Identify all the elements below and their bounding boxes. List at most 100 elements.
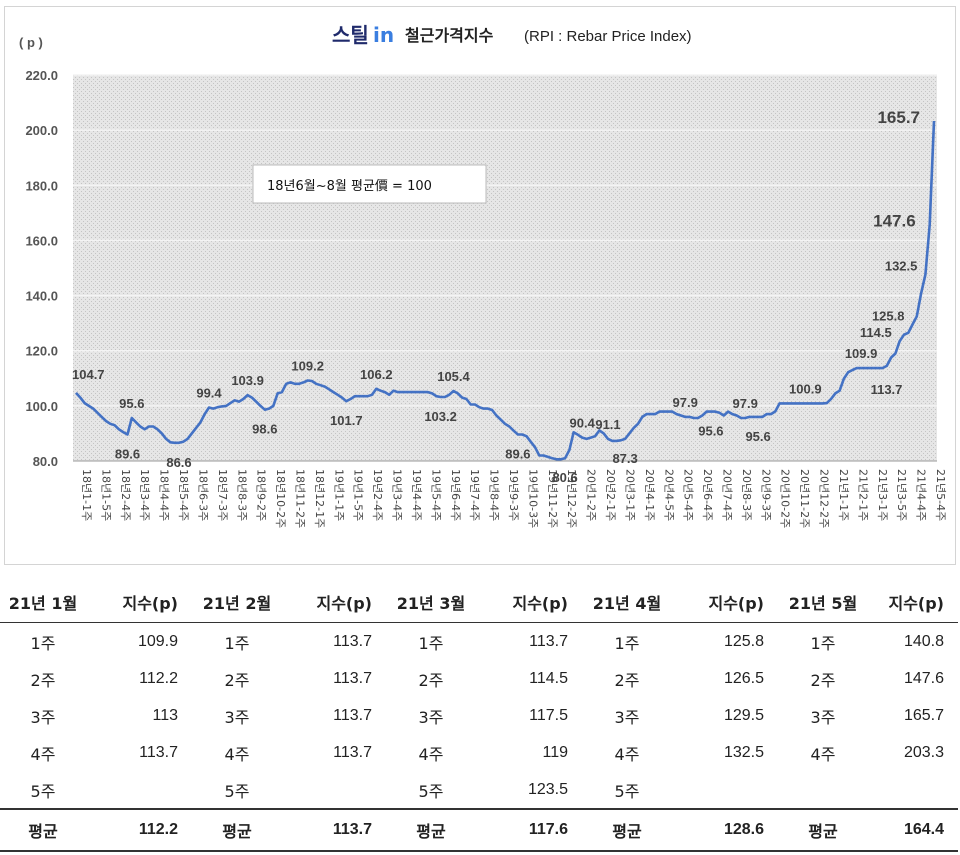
week-cell: 4주 [418,744,444,764]
brand-logo-in: in [373,23,394,47]
x-tick-label: 18년1-1주 [80,469,93,521]
x-tick-label: 19년7-4주 [468,469,481,521]
week-cell: 1주 [614,633,640,653]
y-tick-label: 80.0 [33,454,58,469]
average-label: 평균 [582,808,672,852]
index-cell [282,771,386,809]
index-cell [86,771,192,809]
week-cell: 1주 [418,633,444,653]
week-cell: 5주 [614,781,640,801]
data-label: 90.4 [570,416,596,431]
x-tick-label: 21년3-1주 [876,469,889,521]
data-label: 80.6 [552,470,577,485]
x-tick-label: 18년3-4주 [138,469,151,521]
data-label: 109.2 [291,359,324,374]
average-value: 128.6 [672,808,778,852]
x-tick-label: 19년11-2주 [546,469,559,528]
average-label: 평균 [192,808,282,852]
x-tick-label: 21년3-5주 [895,469,908,521]
week-cell: 2주 [224,670,250,690]
brand-logo-seu: 스틸 [332,23,369,47]
x-tick-label: 21년1-1주 [837,469,850,521]
data-label: 98.6 [252,422,277,437]
week-cell: 5주 [418,781,444,801]
x-tick-label: 18년9-2주 [255,469,268,521]
gridlines [73,74,937,462]
average-value: 113.7 [282,808,386,852]
month-header: 21년 1월 [0,582,86,623]
x-tick-label: 20년11-2주 [798,469,811,528]
data-label: 165.7 [877,108,920,127]
week-cell: 2주 [418,670,444,690]
week-cell: 1주 [30,633,56,653]
x-tick-label: 20년4-5주 [662,469,675,521]
week-cell: 3주 [614,707,640,727]
x-axis-ticks: 18년1-1주 18년1-5주 18년2-4주 18년3-4주 18년4-4주 18년5-… [80,469,947,528]
x-tick-label: 18년12-1주 [313,469,326,528]
table-row: 3주 113 3주 113.7 3주 117.5 3주 129.5 3주 165.7 [0,697,958,734]
week-cell: 1주 [810,633,836,653]
table-header-row: 21년 1월 지수(p) 21년 2월 지수(p) 21년 3월 지수(p) 21년 4월 지… [0,582,958,623]
index-header: 지수(p) [868,582,958,623]
x-tick-label: 20년12-2주 [818,469,831,528]
index-cell: 129.5 [723,706,764,724]
x-tick-label: 18년7-3주 [216,469,229,521]
average-label: 평균 [386,808,476,852]
note-box [252,164,487,204]
index-cell: 113.7 [333,669,372,687]
series-line [75,120,936,461]
average-row: 평균 112.2 평균 113.7 평균 117.6 평균 128.6 평균 164.4 [0,808,958,852]
x-tick-label: 20년4-1주 [643,469,656,521]
data-label: 86.6 [166,455,191,470]
table-row: 2주 112.2 2주 113.7 2주 114.5 2주 126.5 2주 147.6 [0,660,958,697]
week-cell: 4주 [614,744,640,764]
x-tick-label: 19년8-4주 [488,469,501,521]
month-header: 21년 2월 [192,582,282,623]
data-label: 89.6 [505,447,530,462]
x-tick-label: 18년10-2주 [274,469,287,528]
data-label: 97.9 [733,396,758,411]
note-text: 18년6월~8월 평균價 = 100 [267,179,432,194]
x-tick-label: 19년3-4주 [391,469,404,521]
x-tick-label: 20년3-1주 [623,469,636,521]
x-tick-label: 19년4-4주 [410,469,423,521]
x-tick-label: 21년4-4주 [915,469,928,521]
index-cell: 113.7 [529,632,568,650]
x-tick-label: 18년6-3주 [196,469,209,521]
y-tick-label: 140.0 [25,289,58,304]
data-label: 95.6 [745,429,770,444]
data-label: 147.6 [873,212,916,231]
x-tick-label: 20년2-1주 [604,469,617,521]
index-cell: 165.7 [903,706,944,724]
index-cell: 112.2 [139,669,178,687]
x-tick-label: 18년8-3주 [235,469,248,521]
week-cell: 4주 [810,744,836,764]
monthly-index-table: 21년 1월 지수(p) 21년 2월 지수(p) 21년 3월 지수(p) 21년 4월 지… [0,582,960,852]
y-tick-label: 120.0 [25,344,58,359]
average-value: 164.4 [868,808,958,852]
average-label: 평균 [778,808,868,852]
index-cell: 126.5 [723,669,764,687]
x-tick-label: 20년10-2주 [779,469,792,528]
week-cell: 3주 [30,707,56,727]
data-label: 105.4 [437,369,470,384]
month-header: 21년 4월 [582,582,672,623]
x-tick-label: 19년12-2주 [565,469,578,528]
x-tick-label: 18년2-4주 [119,469,132,521]
data-labels: 104.7 89.6 95.6 86.6 99.4 103.9 98.6 109.2 101.7… [72,7,940,485]
month-header: 21년 3월 [386,582,476,623]
index-cell: 132.5 [723,743,764,761]
plot-area [73,75,937,461]
index-table: 21년 1월 지수(p) 21년 2월 지수(p) 21년 3월 지수(p) 21년 4월 지… [0,582,958,852]
x-tick-label: 19년10-3주 [526,469,539,528]
data-label: 99.4 [196,386,222,401]
data-label: 95.6 [119,396,144,411]
data-label: 103.9 [231,373,264,388]
data-label: 125.8 [872,309,905,324]
x-tick-label: 19년6-4주 [449,469,462,521]
week-cell: 5주 [30,781,56,801]
index-header: 지수(p) [282,582,386,623]
index-cell: 113.7 [333,632,372,650]
y-tick-label: 200.0 [25,123,58,138]
x-tick-label: 19년1-1주 [332,469,345,521]
